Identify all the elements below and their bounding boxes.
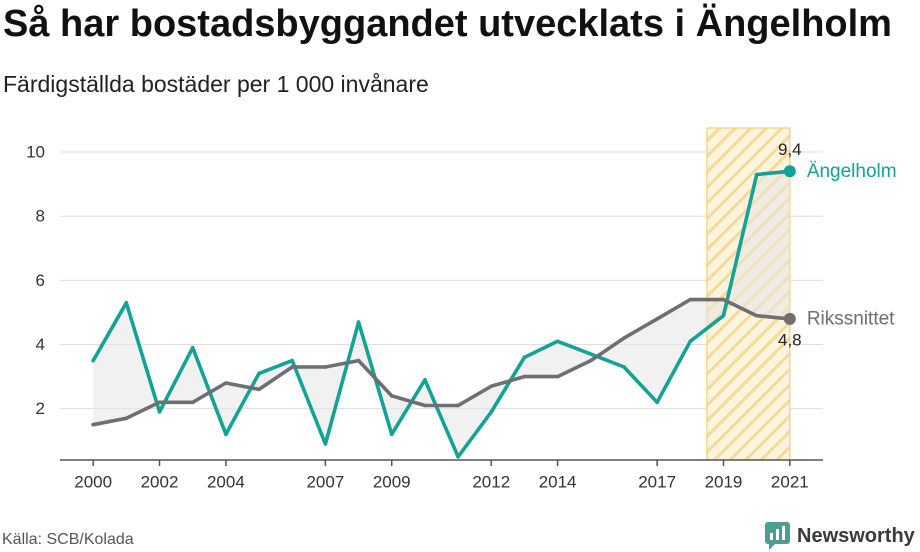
y-axis: 2 4 6 8 10 bbox=[26, 143, 45, 419]
angelholm-point-2007 bbox=[323, 442, 328, 446]
angelholm-point-2016 bbox=[622, 365, 626, 369]
x-tick-label-2000: 2000 bbox=[74, 473, 112, 492]
angelholm-point-2012 bbox=[489, 410, 494, 414]
rikssnittet-point-2012 bbox=[489, 384, 494, 389]
rikssnittet-point-2018 bbox=[688, 297, 693, 302]
rikssnittet-point-2006 bbox=[290, 365, 295, 369]
rikssnittet-point-2005 bbox=[257, 387, 261, 392]
y-tick-label-2: 2 bbox=[36, 399, 45, 418]
angelholm-series-label: Ängelholm bbox=[807, 161, 897, 182]
rikssnittet-point-2019 bbox=[721, 297, 726, 302]
angelholm-point-2015 bbox=[588, 352, 593, 356]
angelholm-point-2017 bbox=[655, 400, 659, 405]
chart-subtitle: Färdigställda bostäder per 1 000 invånar… bbox=[3, 71, 429, 97]
y-tick-label-8: 8 bbox=[36, 207, 45, 226]
rikssnittet-point-2016 bbox=[622, 336, 626, 340]
angelholm-point-2014 bbox=[555, 339, 560, 344]
angelholm-point-2001 bbox=[124, 301, 129, 305]
x-axis: 2000 2002 2004 2007 2009 2012 2014 2017 2019 2021 bbox=[60, 459, 823, 492]
rikssnittet-point-2020 bbox=[754, 313, 759, 318]
rikssnittet-point-2003 bbox=[190, 400, 195, 405]
y-tick-label-10: 10 bbox=[26, 143, 45, 162]
x-tick-label-2009: 2009 bbox=[373, 473, 411, 492]
rikssnittet-point-2001 bbox=[124, 416, 129, 421]
angelholm-point-2009 bbox=[389, 432, 394, 437]
rikssnittet-point-2002 bbox=[157, 400, 162, 405]
rikssnittet-point-2000 bbox=[91, 422, 95, 427]
y-tick-label-4: 4 bbox=[36, 335, 45, 354]
rikssnittet-value-label: 4,8 bbox=[778, 330, 802, 349]
rikssnittet-series-label: Rikssnittet bbox=[807, 308, 895, 329]
rikssnittet-point-2008 bbox=[356, 358, 361, 363]
x-tick-label-2021: 2021 bbox=[771, 473, 809, 492]
angelholm-point-2000 bbox=[91, 358, 95, 363]
angelholm-point-2005 bbox=[257, 371, 261, 376]
newsworthy-logo-icon bbox=[765, 522, 790, 550]
x-tick-label-2017: 2017 bbox=[638, 473, 676, 492]
angelholm-point-2020 bbox=[754, 172, 759, 177]
x-tick-label-2004: 2004 bbox=[207, 473, 245, 492]
chart-title: Så har bostadsbyggandet utvecklats i Äng… bbox=[3, 3, 892, 45]
y-tick-label-6: 6 bbox=[36, 271, 45, 290]
brand-name: Newsworthy bbox=[797, 524, 915, 547]
x-tick-label-2019: 2019 bbox=[705, 473, 743, 492]
angelholm-point-2002 bbox=[157, 410, 162, 414]
rikssnittet-line bbox=[91, 297, 792, 427]
angelholm-point-2004 bbox=[224, 432, 228, 437]
rikssnittet-point-2010 bbox=[423, 403, 427, 408]
rikssnittet-point-2017 bbox=[655, 317, 659, 321]
source-note: Källa: SCB/Kolada bbox=[2, 531, 134, 548]
angelholm-point-2011 bbox=[456, 454, 460, 459]
angelholm-point-2010 bbox=[423, 378, 427, 382]
rikssnittet-point-2014 bbox=[555, 374, 560, 379]
rikssnittet-series: 4,8 Rikssnittet bbox=[91, 297, 895, 427]
x-tick-label-2002: 2002 bbox=[141, 473, 179, 492]
angelholm-point-2013 bbox=[522, 355, 527, 360]
rikssnittet-point-2013 bbox=[522, 374, 527, 379]
brand-logo: Newsworthy bbox=[764, 520, 915, 552]
angelholm-point-2018 bbox=[688, 339, 693, 344]
angelholm-point-2019 bbox=[721, 313, 726, 318]
rikssnittet-point-2009 bbox=[389, 394, 394, 398]
angelholm-value-label: 9,4 bbox=[778, 140, 802, 159]
angelholm-point-2006 bbox=[290, 358, 295, 363]
rikssnittet-point-2007 bbox=[323, 365, 328, 369]
angelholm-point-2008 bbox=[356, 320, 361, 324]
rikssnittet-end-point bbox=[783, 312, 796, 325]
angelholm-point-2003 bbox=[190, 345, 195, 350]
rikssnittet-point-2011 bbox=[456, 403, 460, 408]
y-gridlines bbox=[60, 151, 823, 410]
x-tick-label-2014: 2014 bbox=[539, 473, 577, 492]
x-tick-label-2007: 2007 bbox=[306, 473, 344, 492]
angelholm-end-point bbox=[783, 165, 796, 178]
x-tick-label-2012: 2012 bbox=[472, 473, 510, 492]
rikssnittet-point-2015 bbox=[588, 358, 593, 363]
rikssnittet-point-2004 bbox=[224, 381, 228, 385]
